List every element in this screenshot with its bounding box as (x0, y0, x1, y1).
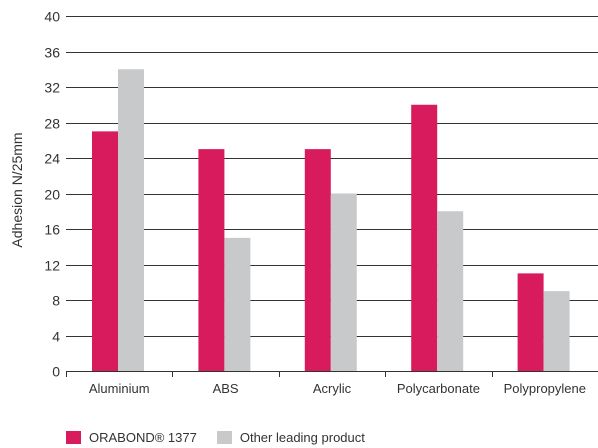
bar-other-aluminium (118, 69, 144, 371)
bar-orabond-polycarbonate (411, 104, 438, 371)
legend-label-orabond: ORABOND® 1377 (89, 429, 197, 445)
y-tick-label: 0 (52, 364, 60, 380)
x-axis: Aluminium ABS Acrylic Polycarbonate Polyprop… (66, 371, 598, 396)
y-axis-label: Adhesion N/25mm (9, 132, 25, 247)
bar-orabond-abs (198, 149, 225, 371)
legend-item-orabond: ORABOND® 1377 (66, 430, 197, 445)
y-tick-label: 4 (52, 329, 60, 345)
bar-other-polypropylene (543, 291, 570, 371)
y-tick-label: 20 (44, 187, 60, 203)
bar-orabond-acrylic (304, 149, 331, 371)
bar-other-acrylic (330, 193, 357, 371)
x-tick-label: Acrylic (313, 381, 352, 396)
legend-item-other: Other leading product (216, 429, 365, 445)
y-tick-label: 36 (44, 45, 60, 61)
y-tick-label: 40 (44, 9, 60, 25)
y-tick-label: 8 (52, 293, 60, 309)
x-tick-label: Polycarbonate (397, 381, 480, 396)
y-tick-label: 24 (44, 151, 60, 167)
y-tick-label: 28 (44, 116, 60, 132)
y-tick-label: 12 (44, 258, 60, 274)
y-tick-labels: 0 4 8 12 16 20 24 28 32 36 40 (44, 9, 60, 380)
y-tick-label: 16 (44, 222, 60, 238)
legend-swatch-orabond (66, 430, 81, 444)
legend-label-other: Other leading product (239, 429, 365, 445)
bar-orabond-polypropylene (517, 273, 544, 371)
x-tick-label: Polypropylene (504, 381, 586, 396)
x-tick-label: ABS (213, 381, 239, 396)
bar-other-abs (224, 237, 251, 371)
bar-orabond-aluminium (92, 131, 118, 371)
x-tick-label: Aluminium (89, 381, 150, 396)
bar-other-polycarbonate (437, 211, 464, 371)
bars (92, 69, 570, 371)
y-tick-label: 32 (44, 80, 60, 96)
legend: ORABOND® 1377 Other leading product (66, 429, 385, 445)
legend-swatch-other (216, 430, 232, 444)
